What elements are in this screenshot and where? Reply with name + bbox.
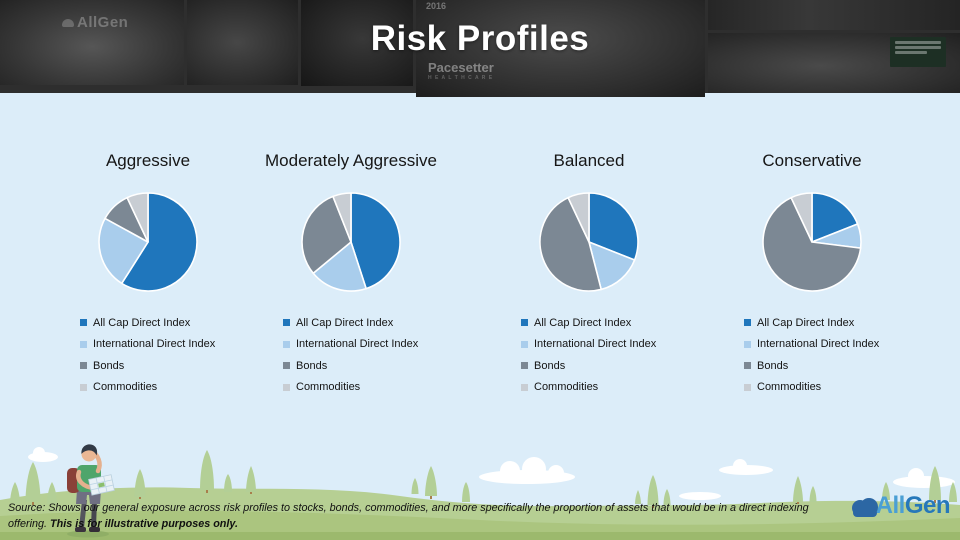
chart-legend: All Cap Direct Index International Direc… bbox=[479, 312, 699, 398]
header-photo bbox=[708, 0, 960, 30]
legend-swatch bbox=[521, 383, 528, 391]
legend-item: International Direct Index bbox=[521, 334, 699, 356]
legend-swatch bbox=[80, 362, 87, 370]
chart-legend: All Cap Direct Index International Direc… bbox=[702, 312, 922, 398]
pie-chart-balanced bbox=[539, 192, 639, 292]
page-title: Risk Profiles bbox=[370, 19, 590, 58]
legend-item: International Direct Index bbox=[744, 334, 922, 356]
allgen-cloud-icon bbox=[851, 498, 878, 517]
source-note: Source: Shows our general exposure acros… bbox=[8, 502, 809, 530]
legend-item: Commodities bbox=[521, 377, 699, 399]
cloud-icon bbox=[62, 19, 74, 27]
legend-item: All Cap Direct Index bbox=[80, 312, 258, 334]
legend-item: Bonds bbox=[80, 355, 258, 377]
chart-title: Moderately Aggressive bbox=[265, 151, 437, 170]
risk-profile-aggressive: Aggressive All Cap Direct Index Internat… bbox=[38, 150, 258, 398]
chart-legend: All Cap Direct Index International Direc… bbox=[38, 312, 258, 398]
pie-slice bbox=[588, 192, 639, 261]
pie-slice bbox=[567, 192, 590, 243]
legend-swatch bbox=[521, 362, 528, 370]
legend-swatch bbox=[283, 340, 290, 348]
risk-profile-moderately-aggressive: Moderately Aggressive All Cap Direct Ind… bbox=[241, 150, 461, 398]
grass-band bbox=[0, 532, 960, 540]
landscape-illustration bbox=[0, 444, 960, 540]
legend-item: Bonds bbox=[521, 355, 699, 377]
header-banner: AllGen 2016 Pacesetter H E A L T H C A R … bbox=[0, 0, 960, 97]
allgen-wall-sign: AllGen bbox=[62, 14, 128, 31]
legend-item: International Direct Index bbox=[283, 334, 461, 356]
pie-slice bbox=[312, 241, 367, 292]
legend-swatch bbox=[744, 383, 751, 391]
header-photo bbox=[187, 0, 298, 85]
pie-slice bbox=[126, 192, 149, 243]
wall-poster bbox=[890, 37, 946, 67]
legend-swatch bbox=[744, 340, 751, 348]
legend-swatch bbox=[80, 383, 87, 391]
legend-swatch bbox=[283, 319, 290, 327]
pie-slice bbox=[120, 192, 198, 292]
chart-title: Balanced bbox=[553, 151, 625, 170]
year-label: 2016 bbox=[426, 1, 447, 11]
pie-chart-moderately-aggressive bbox=[301, 192, 401, 292]
pie-chart-aggressive bbox=[98, 192, 198, 292]
legend-swatch bbox=[80, 319, 87, 327]
legend-item: All Cap Direct Index bbox=[744, 312, 922, 334]
chart-title: Aggressive bbox=[105, 151, 191, 170]
legend-item: All Cap Direct Index bbox=[521, 312, 699, 334]
pie-slice bbox=[98, 217, 149, 285]
legend-item: Commodities bbox=[80, 377, 258, 399]
trees bbox=[10, 450, 957, 508]
legend-swatch bbox=[283, 362, 290, 370]
pacesetter-label: Pacesetter H E A L T H C A R E bbox=[428, 60, 494, 81]
pie-chart-conservative bbox=[762, 192, 862, 292]
chart-title: Conservative bbox=[762, 151, 862, 170]
legend-item: Bonds bbox=[744, 355, 922, 377]
allgen-logo-text: AllGen bbox=[875, 492, 951, 519]
risk-profile-balanced: Balanced All Cap Direct Index Internatio… bbox=[479, 150, 699, 398]
legend-swatch bbox=[283, 383, 290, 391]
legend-swatch bbox=[744, 362, 751, 370]
pie-slice bbox=[762, 196, 862, 292]
pie-slice bbox=[332, 192, 352, 243]
pie-slice bbox=[350, 192, 401, 290]
pie-slice bbox=[811, 192, 859, 243]
pie-slice bbox=[301, 195, 352, 275]
legend-item: Commodities bbox=[744, 377, 922, 399]
legend-swatch bbox=[521, 319, 528, 327]
legend-item: Bonds bbox=[283, 355, 461, 377]
legend-swatch bbox=[80, 340, 87, 348]
header-photo: AllGen bbox=[0, 0, 184, 85]
allgen-logo: AllGen bbox=[847, 492, 951, 520]
header-photo: 2016 Pacesetter H E A L T H C A R E bbox=[416, 0, 705, 97]
chart-legend: All Cap Direct Index International Direc… bbox=[241, 312, 461, 398]
header-photo bbox=[708, 33, 960, 93]
hiker-illustration bbox=[67, 444, 115, 538]
legend-item: Commodities bbox=[283, 377, 461, 399]
legend-item: International Direct Index bbox=[80, 334, 258, 356]
cloud-icon bbox=[28, 447, 955, 500]
legend-item: All Cap Direct Index bbox=[283, 312, 461, 334]
pie-slice bbox=[790, 192, 813, 243]
pie-slice bbox=[539, 196, 602, 292]
header-photo bbox=[301, 0, 413, 86]
legend-swatch bbox=[744, 319, 751, 327]
legend-swatch bbox=[521, 340, 528, 348]
risk-profile-conservative: Conservative All Cap Direct Index Intern… bbox=[702, 150, 922, 398]
